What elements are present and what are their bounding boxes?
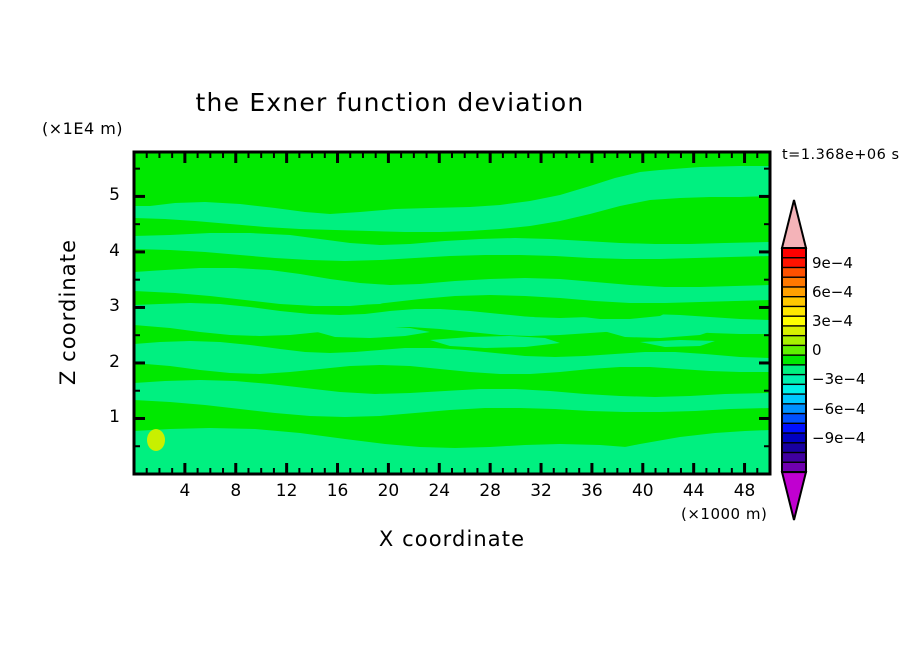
colorbar-band [781, 266, 807, 279]
x-tick-label: 40 [631, 481, 654, 501]
x-tick-label: 4 [179, 481, 191, 501]
colorbar-over-arrow [780, 199, 808, 249]
colorbar-bands [781, 247, 807, 474]
colorbar-band [781, 461, 807, 474]
x-axis-unit-label: (×1000 m) [681, 505, 768, 523]
colorbar-band [781, 373, 807, 386]
colorbar-band [781, 412, 807, 425]
y-tick-label: 4 [109, 240, 120, 261]
colorbar-band [781, 354, 807, 366]
colorbar-tick-label: 9e−4 [812, 253, 853, 272]
colorbar-tick-label: −9e−4 [812, 428, 866, 447]
colorbar-tick-label: 0 [812, 341, 822, 360]
colorbar-frame [781, 247, 807, 473]
colorbar-band [781, 295, 807, 308]
colorbar-band [781, 422, 807, 435]
colorbar-band [781, 432, 807, 444]
x-tick-label: 48 [733, 481, 756, 501]
x-tick-label: 12 [275, 481, 298, 501]
colorbar-band [781, 247, 807, 259]
colorbar-band [781, 344, 807, 357]
x-tick-label: 20 [377, 481, 400, 501]
x-tick-label: 32 [530, 481, 552, 501]
anomaly-blob [147, 429, 165, 451]
colorbar-tick-label: −3e−4 [812, 370, 866, 389]
y-axis-unit-label: (×1E4 m) [42, 119, 124, 138]
colorbar-band [781, 315, 807, 328]
x-tick-label: 8 [230, 481, 242, 501]
colorbar-band [781, 257, 807, 269]
timestamp-label: t=1.368e+06 s [782, 147, 900, 163]
colorbar[interactable] [780, 199, 808, 521]
y-tick-label: 1 [109, 407, 120, 428]
axis-tick-marks [134, 152, 770, 474]
contour-bands [134, 166, 770, 474]
x-tick-label: 28 [479, 481, 501, 501]
colorbar-tick-label: −6e−4 [812, 399, 866, 418]
x-axis-title: X coordinate [378, 527, 526, 551]
colorbar-band [781, 451, 807, 464]
page-title: the Exner function deviation [195, 88, 585, 117]
y-tick-label: 2 [109, 351, 120, 372]
colorbar-band [781, 364, 807, 376]
colorbar-tick-label: 6e−4 [812, 282, 853, 301]
colorbar-band [781, 334, 807, 347]
y-tick-label: 5 [109, 185, 120, 206]
colorbar-band [781, 442, 807, 454]
colorbar-band [781, 383, 807, 396]
colorbar-under-arrow [780, 471, 808, 521]
colorbar-band [781, 393, 807, 405]
colorbar-tick-label: 3e−4 [812, 312, 853, 331]
x-tick-label: 16 [326, 481, 349, 501]
x-tick-label: 36 [581, 481, 603, 501]
colorbar-band [781, 325, 807, 337]
colorbar-band [781, 403, 807, 415]
x-tick-label: 44 [682, 481, 705, 501]
colorbar-band [781, 276, 807, 289]
colorbar-band [781, 305, 807, 318]
x-tick-label: 24 [428, 481, 451, 501]
colorbar-band [781, 286, 807, 298]
y-tick-label: 3 [109, 296, 120, 317]
